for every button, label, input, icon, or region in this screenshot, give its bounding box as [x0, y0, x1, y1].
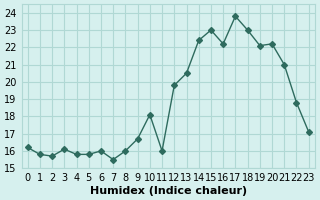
X-axis label: Humidex (Indice chaleur): Humidex (Indice chaleur) — [90, 186, 247, 196]
